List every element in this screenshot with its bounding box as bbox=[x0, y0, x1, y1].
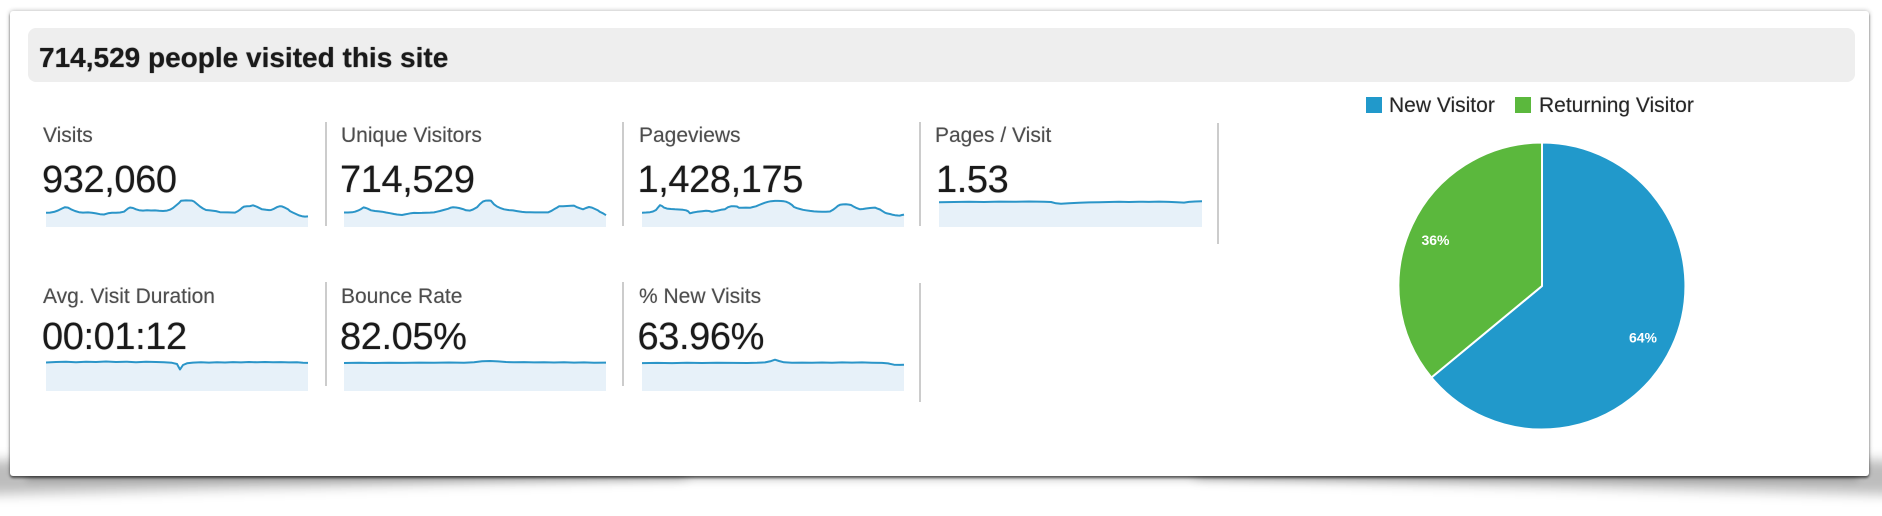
svg-text:64%: 64% bbox=[1629, 329, 1658, 345]
svg-text:36%: 36% bbox=[1421, 231, 1450, 247]
